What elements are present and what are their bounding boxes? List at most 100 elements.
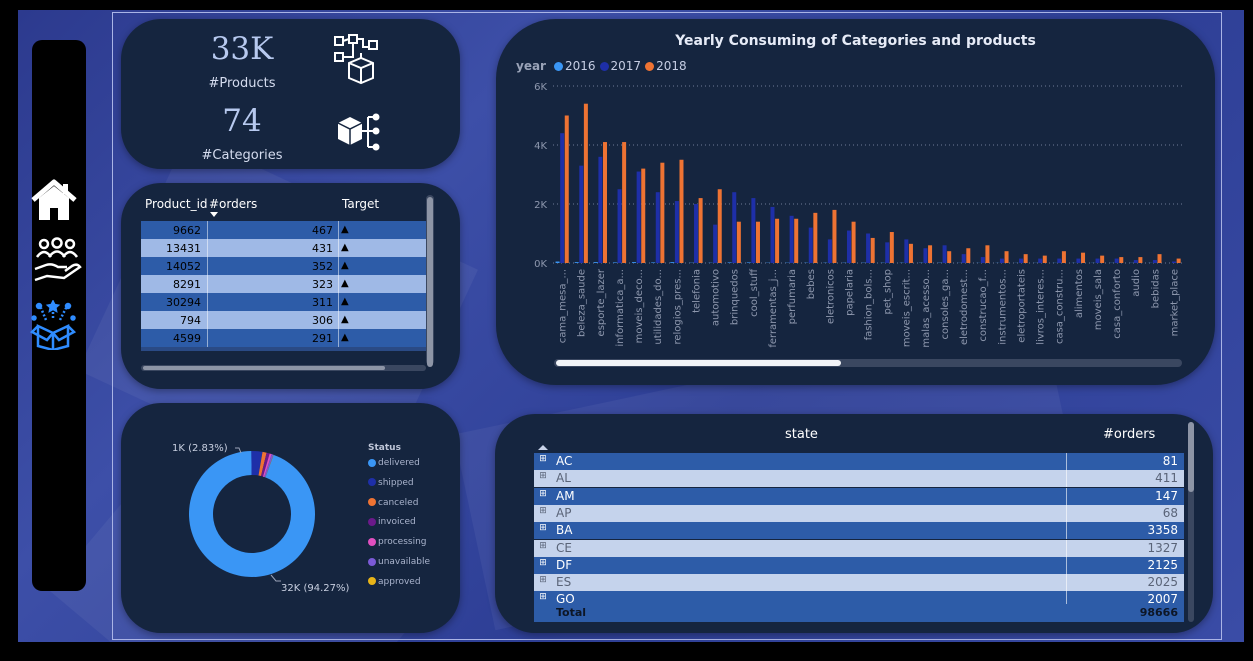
status-legend-item[interactable]: canceled	[368, 498, 418, 508]
expand-icon[interactable]: ⊞	[539, 523, 547, 534]
donut-slice-processing[interactable]	[262, 453, 272, 477]
expand-icon[interactable]: ⊞	[539, 557, 547, 568]
expand-icon[interactable]: ⊞	[539, 471, 547, 482]
table-row[interactable]: 13431 431 ▲	[141, 239, 426, 257]
bar-2018[interactable]	[583, 103, 588, 263]
donut-slice-invoiced[interactable]	[261, 452, 270, 477]
bar-2017[interactable]	[885, 242, 890, 263]
legend-item-2016[interactable]: 2016	[553, 59, 596, 73]
expand-icon[interactable]: ⊞	[539, 505, 547, 516]
table-row[interactable]: ⊞ AM 147	[534, 487, 1184, 505]
table-row[interactable]: ⊞ ES 2025	[534, 574, 1184, 592]
bar-2017[interactable]	[732, 192, 737, 263]
column-header-orders[interactable]: #orders	[209, 197, 258, 211]
bar-2018[interactable]	[947, 251, 952, 263]
bar-2017[interactable]	[617, 189, 622, 263]
horizontal-scrollbar[interactable]	[141, 365, 426, 371]
legend-item-2017[interactable]: 2017	[599, 59, 641, 73]
legend-item-2018[interactable]: 2018	[645, 59, 687, 73]
bar-2018[interactable]	[1100, 255, 1105, 263]
bar-2018[interactable]	[1176, 258, 1181, 263]
bar-2017[interactable]	[942, 245, 947, 263]
status-legend-item[interactable]: unavailable	[368, 557, 430, 567]
bar-2017[interactable]	[636, 171, 641, 263]
bar-2017[interactable]	[713, 224, 718, 263]
bar-2017[interactable]	[999, 258, 1004, 263]
bar-2018[interactable]	[851, 221, 856, 263]
bar-2018[interactable]	[1119, 257, 1124, 263]
bar-2017[interactable]	[866, 233, 871, 264]
status-legend-item[interactable]: delivered	[368, 458, 420, 468]
bar-2017[interactable]	[1172, 261, 1177, 263]
table-row[interactable]: 14052 352 ▲	[141, 257, 426, 275]
bar-2017[interactable]	[1019, 258, 1024, 263]
status-legend-item[interactable]: shipped	[368, 478, 414, 488]
bar-2017[interactable]	[655, 192, 660, 263]
vertical-scrollbar[interactable]	[426, 195, 434, 367]
bar-2018[interactable]	[1061, 251, 1066, 263]
bar-2017[interactable]	[751, 198, 756, 263]
bar-2018[interactable]	[966, 248, 971, 263]
bar-2018[interactable]	[775, 218, 780, 263]
bar-2017[interactable]	[1114, 258, 1119, 263]
bar-2018[interactable]	[1138, 257, 1143, 263]
column-header-target[interactable]: Target	[342, 197, 380, 211]
bar-2016[interactable]	[612, 262, 617, 263]
expand-icon[interactable]: ⊞	[539, 488, 547, 499]
table-row[interactable]: 794 306 ▲	[141, 311, 426, 329]
products-icon[interactable]	[28, 299, 78, 352]
table-row[interactable]: 30294 311 ▲	[141, 293, 426, 311]
bar-2017[interactable]	[827, 239, 832, 263]
expand-icon[interactable]: ⊞	[539, 454, 547, 464]
bar-2018[interactable]	[985, 245, 990, 263]
state-table-scrollbar[interactable]	[1188, 422, 1194, 622]
bar-2017[interactable]	[846, 230, 851, 263]
bar-2017[interactable]	[598, 156, 603, 263]
bar-2016[interactable]	[727, 262, 732, 263]
bar-2017[interactable]	[560, 133, 565, 263]
expand-icon[interactable]: ⊞	[539, 575, 547, 586]
bar-2017[interactable]	[1152, 260, 1157, 263]
table-row[interactable]: 9662 467 ▲	[141, 221, 426, 239]
bar-2018[interactable]	[698, 198, 703, 263]
table-row[interactable]: ⊞ AL 411	[534, 470, 1184, 488]
customers-icon[interactable]	[32, 235, 82, 285]
bar-2018[interactable]	[928, 245, 933, 263]
bar-2017[interactable]	[674, 201, 679, 263]
bar-2018[interactable]	[813, 212, 818, 263]
table-row[interactable]: 8291 323 ▲	[141, 275, 426, 293]
home-icon[interactable]	[29, 176, 79, 226]
bar-2018[interactable]	[641, 168, 646, 263]
bar-2017[interactable]	[789, 215, 794, 263]
bar-2018[interactable]	[660, 162, 665, 263]
bar-2018[interactable]	[564, 115, 569, 264]
status-legend-item[interactable]: invoiced	[368, 517, 416, 527]
bar-2018[interactable]	[1157, 254, 1162, 263]
bar-2017[interactable]	[980, 257, 985, 263]
donut-slice-approved[interactable]	[265, 454, 274, 478]
bar-2018[interactable]	[1081, 252, 1086, 263]
bar-2017[interactable]	[1133, 260, 1138, 263]
bar-2017[interactable]	[694, 204, 699, 263]
bar-2017[interactable]	[579, 165, 584, 263]
column-header-state-orders[interactable]: #orders	[1103, 427, 1156, 442]
bar-2018[interactable]	[794, 218, 799, 263]
bar-2018[interactable]	[870, 237, 875, 263]
bar-2017[interactable]	[808, 227, 813, 263]
donut-slice-shipped[interactable]	[251, 451, 263, 476]
chart-horizontal-scrollbar[interactable]	[554, 359, 1182, 367]
status-legend-item[interactable]: approved	[368, 577, 421, 587]
expand-icon[interactable]: ⊞	[539, 592, 547, 603]
bar-2017[interactable]	[1038, 258, 1043, 263]
bar-2016[interactable]	[651, 262, 656, 263]
bar-2018[interactable]	[1004, 251, 1009, 263]
donut-slice-delivered[interactable]	[189, 451, 315, 577]
bar-2018[interactable]	[755, 221, 760, 263]
bar-2018[interactable]	[679, 159, 684, 263]
bar-2018[interactable]	[736, 221, 741, 263]
bar-2017[interactable]	[923, 248, 928, 263]
bar-2016[interactable]	[670, 262, 675, 263]
table-row[interactable]: ⊞ CE 1327	[534, 539, 1184, 557]
bar-2017[interactable]	[1057, 258, 1062, 263]
column-header-product-id[interactable]: Product_id	[145, 197, 208, 211]
